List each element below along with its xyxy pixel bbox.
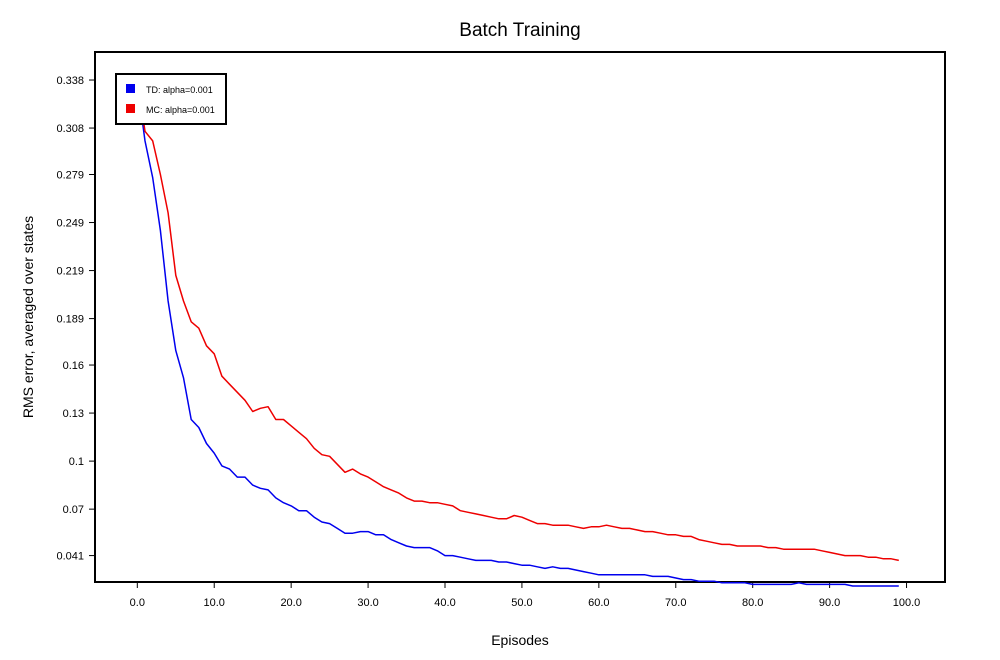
plot-area xyxy=(94,51,946,583)
series-line-td xyxy=(136,83,899,587)
x-axis: 0.0 10.0 20.0 30.0 40.0 50.0 60.0 70.0 80.0 90.0 1… xyxy=(130,582,921,609)
y-tick-label: 0.041 xyxy=(56,551,84,563)
x-tick-label: 100.0 xyxy=(893,597,921,609)
y-tick-label: 0.13 xyxy=(63,408,84,420)
x-axis-label: Episodes xyxy=(491,632,549,648)
y-tick-label: 0.07 xyxy=(63,504,84,516)
y-tick-label: 0.1 xyxy=(69,456,84,468)
legend: TD: alpha=0.001 MC: alpha=0.001 xyxy=(115,73,227,125)
x-tick-label: 70.0 xyxy=(665,597,686,609)
y-tick-label: 0.308 xyxy=(56,123,84,135)
y-axis-label: RMS error, averaged over states xyxy=(20,216,36,418)
series-lines xyxy=(136,78,899,587)
x-tick-label: 30.0 xyxy=(357,597,378,609)
x-tick-label: 50.0 xyxy=(511,597,532,609)
x-tick-label: 10.0 xyxy=(204,597,225,609)
y-tick-label: 0.249 xyxy=(56,218,84,230)
legend-box xyxy=(115,73,227,125)
legend-swatch-mc xyxy=(126,104,135,113)
x-tick-label: 80.0 xyxy=(742,597,763,609)
y-tick-label: 0.189 xyxy=(56,314,84,326)
y-tick-label: 0.279 xyxy=(56,169,84,181)
legend-swatch-td xyxy=(126,84,135,93)
x-tick-label: 20.0 xyxy=(280,597,301,609)
legend-label-td: TD: alpha=0.001 xyxy=(146,85,213,95)
y-tick-label: 0.219 xyxy=(56,266,84,278)
x-tick-label: 60.0 xyxy=(588,597,609,609)
x-tick-label: 90.0 xyxy=(819,597,840,609)
y-axis: 0.041 0.07 0.1 0.13 0.16 0.189 0.219 0.249 0.279… xyxy=(56,75,95,563)
legend-label-mc: MC: alpha=0.001 xyxy=(146,105,215,115)
y-tick-label: 0.338 xyxy=(56,75,84,87)
x-tick-label: 0.0 xyxy=(130,597,145,609)
series-line-mc xyxy=(136,78,899,562)
y-tick-label: 0.16 xyxy=(63,360,84,372)
x-tick-label: 40.0 xyxy=(434,597,455,609)
chart-title: Batch Training xyxy=(459,20,580,41)
